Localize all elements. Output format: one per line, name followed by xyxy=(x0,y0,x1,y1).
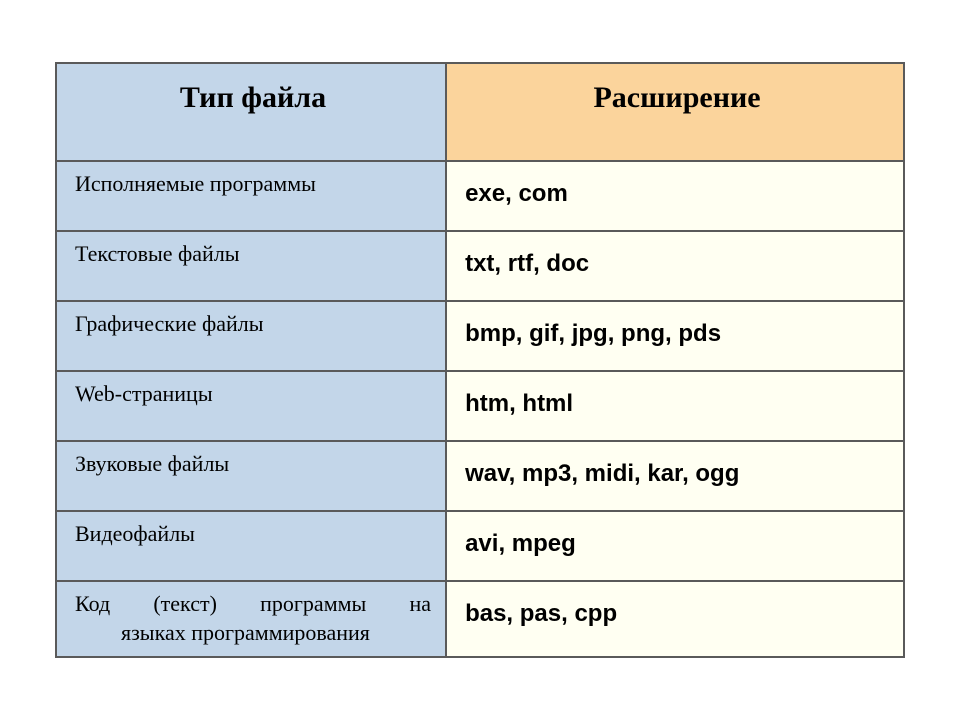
table-row: Текстовые файлы txt, rtf, doc xyxy=(56,231,904,301)
cell-type: Web-страницы xyxy=(56,371,446,441)
header-file-type: Тип файла xyxy=(56,63,446,161)
table-header-row: Тип файла Расширение xyxy=(56,63,904,161)
cell-ext: wav, mp3, midi, kar, ogg xyxy=(446,441,904,511)
table-row: Исполняемые программы exe, com xyxy=(56,161,904,231)
cell-ext: bmp, gif, jpg, png, pds xyxy=(446,301,904,371)
file-types-table-container: Тип файла Расширение Исполняемые програм… xyxy=(55,62,905,657)
table-row: Звуковые файлы wav, mp3, midi, kar, ogg xyxy=(56,441,904,511)
cell-type: Графические файлы xyxy=(56,301,446,371)
cell-ext: bas, pas, cpp xyxy=(446,581,904,656)
cell-type-line2: языках программирования xyxy=(75,619,431,648)
cell-ext: exe, com xyxy=(446,161,904,231)
cell-type: Звуковые файлы xyxy=(56,441,446,511)
cell-type: Исполняемые программы xyxy=(56,161,446,231)
table-row: Код (текст) программы на языках программ… xyxy=(56,581,904,656)
cell-type: Видеофайлы xyxy=(56,511,446,581)
header-extension: Расширение xyxy=(446,63,904,161)
cell-ext: avi, mpeg xyxy=(446,511,904,581)
file-types-table: Тип файла Расширение Исполняемые програм… xyxy=(55,62,905,657)
table-row: Видеофайлы avi, mpeg xyxy=(56,511,904,581)
cell-type-line1: Код (текст) программы на xyxy=(75,590,431,619)
cell-ext: txt, rtf, doc xyxy=(446,231,904,301)
table-row: Web-страницы htm, html xyxy=(56,371,904,441)
cell-ext: htm, html xyxy=(446,371,904,441)
cell-type: Текстовые файлы xyxy=(56,231,446,301)
table-row: Графические файлы bmp, gif, jpg, png, pd… xyxy=(56,301,904,371)
cell-type: Код (текст) программы на языках программ… xyxy=(56,581,446,656)
